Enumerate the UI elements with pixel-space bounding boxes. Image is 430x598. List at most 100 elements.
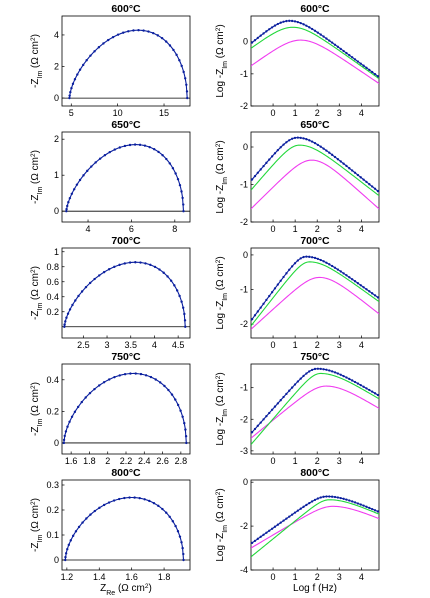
bode-panel: 0 1 2 3 4 -4 -2 0 800°C Log -ZIm (Ω cm2): [215, 467, 380, 582]
bode-data-point: [273, 287, 277, 290]
x-tick-label: 2.2: [120, 456, 133, 466]
nyquist-data-point: [178, 59, 181, 62]
bode-data-point: [288, 515, 291, 518]
x-tick-label: 1: [293, 572, 298, 582]
x-tick-label: 0: [271, 572, 276, 582]
nyquist-data-point: [64, 430, 68, 433]
bode-data-point: [316, 497, 320, 500]
nyquist-data-point: [123, 144, 127, 148]
nyquist-data-point: [157, 150, 160, 154]
bode-data-point: [310, 368, 314, 372]
x-tick-label: 4: [359, 340, 364, 350]
bode-data-point: [348, 54, 351, 57]
nyquist-data-point: [144, 262, 147, 265]
x-tick-label: 2.4: [138, 456, 151, 466]
x-tick-label: 0: [271, 340, 276, 350]
y-tick-label: 1: [54, 170, 59, 180]
nyquist-data-point: [66, 312, 70, 315]
bode-data-point: [368, 388, 371, 392]
plot-frame: [250, 247, 380, 339]
bode-data-point: [336, 496, 340, 499]
bode-data-point: [322, 368, 325, 371]
nyquist-data-point: [89, 54, 92, 57]
x-tick-label: 5: [69, 108, 74, 118]
y-tick-label: 0: [243, 142, 248, 152]
nyquist-data-point: [64, 558, 67, 562]
bode-data-point: [288, 268, 291, 271]
plot-frame: [250, 363, 380, 455]
nyquist-data-point: [181, 196, 184, 200]
bode-data-point: [251, 41, 254, 44]
nyquist-data-point: [113, 375, 116, 379]
bode-data-point: [253, 174, 257, 178]
bode-data-point: [268, 411, 271, 415]
bode-data-point: [339, 496, 342, 500]
bode-data-point: [322, 35, 325, 38]
bode-data-point: [279, 521, 282, 524]
y-tick-label: -2: [240, 217, 248, 227]
bode-data-point: [290, 137, 294, 140]
bode-series-group: [251, 255, 379, 330]
bode-data-point: [308, 26, 311, 29]
bode-data-point: [333, 266, 337, 269]
x-tick-label: 1: [293, 456, 298, 466]
nyquist-data-point: [88, 391, 92, 395]
nyquist-data-point: [182, 203, 185, 206]
bode-data-point: [273, 405, 277, 408]
bode-data-point: [359, 383, 362, 387]
bode-data-point: [296, 20, 299, 24]
nyquist-data-point: [153, 265, 157, 269]
bode-data-point: [339, 373, 342, 376]
nyquist-data-point: [63, 434, 66, 438]
y-tick-label: 1: [54, 247, 59, 257]
bode-data-point: [316, 31, 320, 34]
bode-magenta-line: [251, 276, 379, 330]
bode-data-point: [268, 294, 271, 298]
bode-data-point: [305, 255, 308, 258]
bode-data-point: [270, 155, 274, 158]
bode-data-point: [322, 147, 325, 150]
bode-data-point: [282, 519, 285, 522]
bode-data-point: [305, 138, 308, 141]
bode-data-point: [356, 502, 360, 505]
bode-data-point: [362, 504, 365, 507]
bode-data-point: [322, 260, 325, 263]
nyquist-data-point: [144, 374, 148, 377]
bode-y-label: Log -ZIm (Ω cm2): [215, 256, 229, 329]
bode-data-point: [373, 187, 377, 190]
bode-data-point: [342, 497, 345, 500]
nyquist-data-point: [176, 530, 180, 533]
y-tick-label: 0: [243, 37, 248, 47]
x-tick-label: 3.5: [124, 340, 137, 350]
x-tick-label: 4: [359, 456, 364, 466]
nyquist-data-point: [67, 201, 70, 204]
bode-data-point: [285, 272, 288, 275]
nyquist-data-point: [98, 506, 101, 510]
nyquist-data-point: [182, 552, 185, 556]
bode-data-point: [279, 399, 282, 402]
nyquist-data-point: [111, 35, 115, 39]
bode-data-point: [371, 185, 374, 188]
bode-data-point: [325, 37, 328, 40]
bode-data-point: [353, 501, 357, 504]
y-tick-label: 0.4: [46, 292, 59, 302]
bode-data-point: [368, 183, 371, 186]
bode-data-point: [299, 21, 302, 25]
nyquist-data-point: [133, 496, 136, 499]
x-tick-label: 4: [359, 572, 364, 582]
nyquist-data-point: [171, 520, 175, 523]
bode-data-point: [339, 270, 342, 273]
nyquist-data-point: [84, 396, 87, 399]
bode-data-point: [290, 513, 294, 516]
bode-data-point: [342, 49, 345, 53]
x-tick-label: 4.5: [172, 340, 185, 350]
x-tick-label: 3: [105, 340, 110, 350]
nyquist-data-point: [185, 83, 188, 86]
bode-data-point: [331, 41, 334, 44]
bode-data-point: [325, 495, 328, 498]
nyquist-y-label: -ZIm (Ω cm2): [30, 34, 44, 88]
bode-data-point: [316, 257, 320, 260]
nyquist-data-point: [184, 428, 187, 431]
nyquist-data-point: [167, 388, 170, 392]
bode-data-point: [331, 370, 334, 373]
